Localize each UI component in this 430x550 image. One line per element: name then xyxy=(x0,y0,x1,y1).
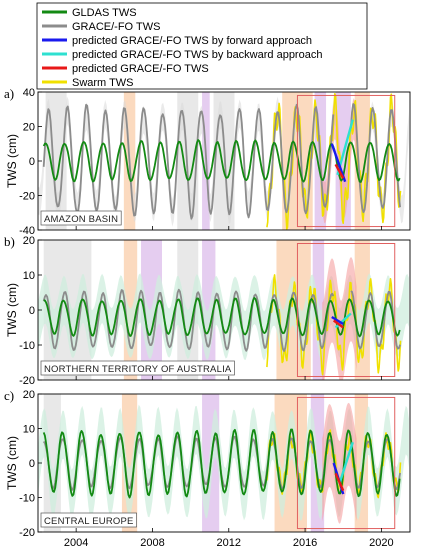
backward-prediction xyxy=(338,441,354,485)
highlight-box xyxy=(296,396,396,530)
x-tick-label: 2004 xyxy=(64,537,88,549)
y-tick-label: -10 xyxy=(19,340,35,352)
panel-1: -20 -10 0 10 20 TWS (cm) b) NORTHERN TERRITORY … xyxy=(4,234,411,387)
x-tick-label: 2008 xyxy=(140,537,164,549)
legend-label-predicted: predicted GRACE/-FO TWS xyxy=(72,63,209,75)
grace-series xyxy=(42,288,335,352)
grace-series xyxy=(42,103,335,220)
y-tick-label: -20 xyxy=(19,527,35,539)
panels: -40 -20 0 20 40 TWS (cm) a) AMAZON BASIN -20 -10 0… xyxy=(4,86,411,549)
legend-entry-gldas: GLDAS TWS xyxy=(42,7,137,19)
y-tick-label: 0 xyxy=(29,458,35,470)
legend-label-forward: predicted GRACE/-FO TWS by forward appro… xyxy=(72,35,312,47)
legend-label-swarm: Swarm TWS xyxy=(72,77,134,89)
highlight-box xyxy=(296,243,396,377)
y-tick-label: 0 xyxy=(29,305,35,317)
region-label: CENTRAL EUROPE xyxy=(44,516,134,527)
legend: GLDAS TWS GRACE/-FO TWS predicted GRACE/… xyxy=(36,2,368,90)
highlight-box xyxy=(296,94,396,228)
gldas-series xyxy=(43,297,401,338)
y-tick-label: 20 xyxy=(23,235,35,247)
predicted-series xyxy=(332,319,344,329)
legend-box xyxy=(36,2,368,90)
y-tick-label: -40 xyxy=(19,225,35,237)
y-axis-title: TWS (cm) xyxy=(5,134,19,188)
plot-area xyxy=(38,92,409,230)
region-label-box xyxy=(40,512,137,528)
gldas-series xyxy=(42,428,401,499)
grace-fo-series xyxy=(350,103,401,214)
x-tick-label: 2016 xyxy=(293,537,317,549)
panel-letter: b) xyxy=(4,234,15,249)
legend-entry-swarm: Swarm TWS xyxy=(42,77,134,89)
x-tick-label: 2020 xyxy=(369,537,393,549)
y-tick-label: 10 xyxy=(23,270,35,282)
region-label: AMAZON BASIN xyxy=(44,214,118,225)
y-tick-label: 40 xyxy=(23,87,35,99)
plot-area xyxy=(38,394,409,532)
region-label-box xyxy=(40,210,122,226)
forward-prediction xyxy=(331,315,344,326)
prediction-uncertainty-band xyxy=(322,402,357,524)
panel-letter: c) xyxy=(4,388,14,403)
y-axis-title: TWS (cm) xyxy=(5,436,19,490)
y-tick-label: -20 xyxy=(19,375,35,387)
legend-label-grace: GRACE/-FO TWS xyxy=(72,21,160,33)
panel-letter: a) xyxy=(4,86,14,101)
region-label-box xyxy=(40,360,235,376)
y-tick-label: -10 xyxy=(19,493,35,505)
y-tick-label: 10 xyxy=(23,424,35,436)
plot-area xyxy=(38,240,409,380)
legend-entry-forward: predicted GRACE/-FO TWS by forward appro… xyxy=(42,35,312,47)
y-tick-label: 20 xyxy=(23,389,35,401)
y-tick-label: -20 xyxy=(19,191,35,203)
panel-0: -40 -20 0 20 40 TWS (cm) a) AMAZON BASIN xyxy=(4,86,411,237)
y-axis-title: TWS (cm) xyxy=(5,283,19,337)
y-tick-label: 20 xyxy=(23,122,35,134)
legend-entry-backward: predicted GRACE/-FO TWS by backward appr… xyxy=(42,49,322,61)
legend-entry-predicted: predicted GRACE/-FO TWS xyxy=(42,63,209,75)
x-tick-label: 2012 xyxy=(217,537,241,549)
y-tick-label: 0 xyxy=(29,156,35,168)
predicted-series xyxy=(334,472,345,492)
predicted-series xyxy=(334,163,345,179)
legend-label-backward: predicted GRACE/-FO TWS by backward appr… xyxy=(72,49,322,61)
gldas-series xyxy=(42,139,401,183)
legend-label-gldas: GLDAS TWS xyxy=(72,7,137,19)
legend-entry-grace: GRACE/-FO TWS xyxy=(42,21,160,33)
panel-2: -20 -10 0 10 20 2004 2008 2012 2016 2020 TWS (cm) c… xyxy=(4,388,411,549)
region-label: NORTHERN TERRITORY OF AUSTRALIA xyxy=(44,364,232,375)
